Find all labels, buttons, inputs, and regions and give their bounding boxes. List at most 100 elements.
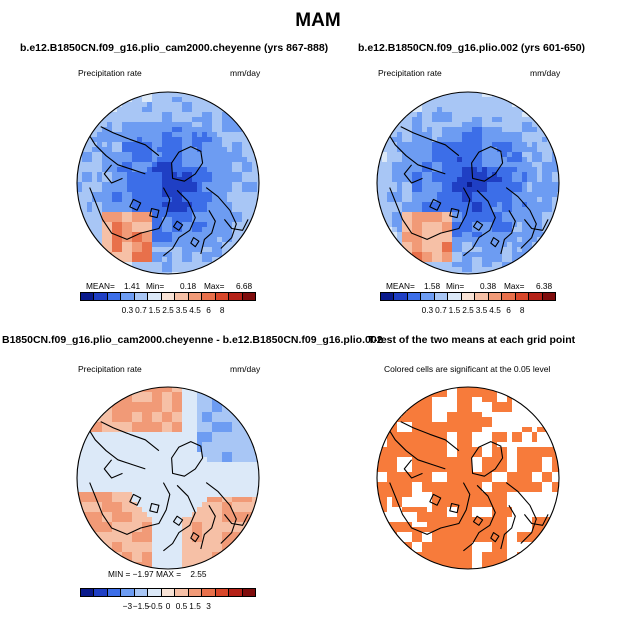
- panel-2-max-value: 6.38: [536, 281, 553, 291]
- figure-title: MAM: [295, 10, 341, 31]
- colorbar-swatch: [242, 293, 256, 300]
- colorbar-swatch: [381, 293, 395, 300]
- panel-1-mean-value: 1.41: [124, 281, 141, 291]
- coastlines: [87, 421, 249, 552]
- colorbar-swatch: [202, 589, 216, 596]
- polar-map-1: [76, 91, 260, 275]
- panel-1-variable-label: Precipitation rate: [78, 68, 142, 78]
- colorbar-swatch: [148, 589, 162, 596]
- colorbar-swatch: [81, 589, 95, 596]
- panel-3-stats: MIN = −1.97 MAX = 2.55: [108, 569, 207, 579]
- panel-1-units-label: mm/day: [230, 68, 261, 78]
- colorbar-swatch: [188, 589, 203, 596]
- colorbar-tick-label: 0.7: [435, 305, 447, 315]
- colorbar-swatch: [488, 293, 503, 300]
- colorbar-swatch: [121, 293, 135, 300]
- colorbar-swatch: [175, 293, 189, 300]
- colorbar-tick-label: 3.5: [175, 305, 188, 315]
- coastlines: [87, 126, 249, 257]
- panel-1-min-value: 0.18: [180, 281, 197, 291]
- panel-4-subtitle: Colored cells are significant at the 0.0…: [384, 364, 551, 374]
- colorbar-swatch: [148, 293, 162, 300]
- map-field: [377, 387, 559, 569]
- colorbar-swatch: [202, 293, 216, 300]
- colorbar-swatch: [502, 293, 516, 300]
- colorbar-swatch: [229, 293, 243, 300]
- colorbar-tick-label: 4.5: [489, 305, 501, 315]
- colorbar-swatch: [242, 589, 256, 596]
- polar-map-3: [76, 386, 260, 570]
- colorbar-swatch: [215, 589, 230, 596]
- colorbar-swatch: [215, 293, 230, 300]
- colorbar-tick-label: 1.5: [189, 601, 201, 611]
- map-boundary: [376, 91, 560, 275]
- colorbar-tick-label: 0.3: [121, 305, 134, 315]
- panel-2-min-label: Min=: [446, 281, 465, 291]
- panel-2-mean-value: 1.58: [424, 281, 441, 291]
- colorbar-tick-label: 4.5: [189, 305, 201, 315]
- colorbar-swatch: [161, 589, 176, 596]
- panel-4-title: T-test of the two means at each grid poi…: [368, 334, 576, 346]
- panel-3-units-label: mm/day: [230, 364, 261, 374]
- panel-2-units-label: mm/day: [530, 68, 561, 78]
- colorbar-swatch: [461, 293, 476, 300]
- colorbar-tick-label: 1.5: [448, 305, 461, 315]
- colorbar-swatch: [529, 293, 543, 300]
- panel-2-colorbar: [380, 292, 556, 301]
- colorbar-tick-label: 0: [165, 601, 171, 611]
- colorbar-swatch: [134, 589, 149, 596]
- panel-3-colorbar: [80, 588, 256, 597]
- colorbar-tick-label: 1.5: [148, 305, 161, 315]
- panel-1-max-value: 6.68: [236, 281, 253, 291]
- map-field: [77, 387, 259, 569]
- polar-map-2: [376, 91, 560, 275]
- colorbar-swatch: [229, 589, 243, 596]
- colorbar-swatch: [475, 293, 489, 300]
- panel-1-max-label: Max=: [204, 281, 225, 291]
- panel-1-title: b.e12.B1850CN.f09_g16.plio_cam2000.cheye…: [20, 42, 329, 54]
- colorbar-tick-label: 3.5: [475, 305, 488, 315]
- colorbar-tick-label: 8: [519, 305, 525, 315]
- colorbar-tick-label: −1.5: [132, 601, 150, 611]
- panel-2-max-label: Max=: [504, 281, 525, 291]
- colorbar-swatch: [107, 293, 122, 300]
- colorbar-tick-label: 6: [506, 305, 511, 315]
- colorbar-swatch: [542, 293, 556, 300]
- panel-2-min-value: 0.38: [480, 281, 497, 291]
- panel-1-mean-label: MEAN=: [86, 281, 115, 291]
- colorbar-tick-label: 8: [219, 305, 225, 315]
- map-boundary: [76, 91, 260, 275]
- map-field: [377, 92, 559, 274]
- colorbar-swatch: [94, 589, 108, 596]
- map-boundary: [76, 386, 260, 570]
- coastlines: [387, 421, 549, 552]
- colorbar-swatch: [94, 293, 108, 300]
- colorbar-tick-label: −0.5: [146, 601, 163, 611]
- colorbar-tick-label: 3: [206, 601, 211, 611]
- colorbar-swatch: [161, 293, 176, 300]
- map-boundary: [376, 386, 560, 570]
- colorbar-tick-label: 2.5: [162, 305, 174, 315]
- colorbar-swatch: [421, 293, 435, 300]
- colorbar-swatch: [81, 293, 95, 300]
- colorbar-swatch: [515, 293, 530, 300]
- panel-2-title: b.e12.B1850CN.f09_g16.plio.002 (yrs 601-…: [358, 42, 586, 54]
- map-field: [77, 92, 259, 274]
- panel-3-title: B1850CN.f09_g16.plio_cam2000.cheyenne - …: [2, 334, 383, 346]
- colorbar-swatch: [107, 589, 122, 596]
- colorbar-swatch: [434, 293, 449, 300]
- colorbar-tick-label: 0.5: [175, 601, 188, 611]
- colorbar-swatch: [175, 589, 189, 596]
- colorbar-swatch: [134, 293, 149, 300]
- coastlines: [387, 126, 549, 257]
- colorbar-tick-label: 6: [206, 305, 211, 315]
- colorbar-swatch: [394, 293, 408, 300]
- colorbar-tick-label: 0.7: [135, 305, 147, 315]
- colorbar-tick-label: −3: [122, 601, 133, 611]
- panel-2-variable-label: Precipitation rate: [378, 68, 442, 78]
- colorbar-tick-label: 2.5: [462, 305, 474, 315]
- panel-1-colorbar: [80, 292, 256, 301]
- polar-map-4: [376, 386, 560, 570]
- panel-2-mean-label: MEAN=: [386, 281, 415, 291]
